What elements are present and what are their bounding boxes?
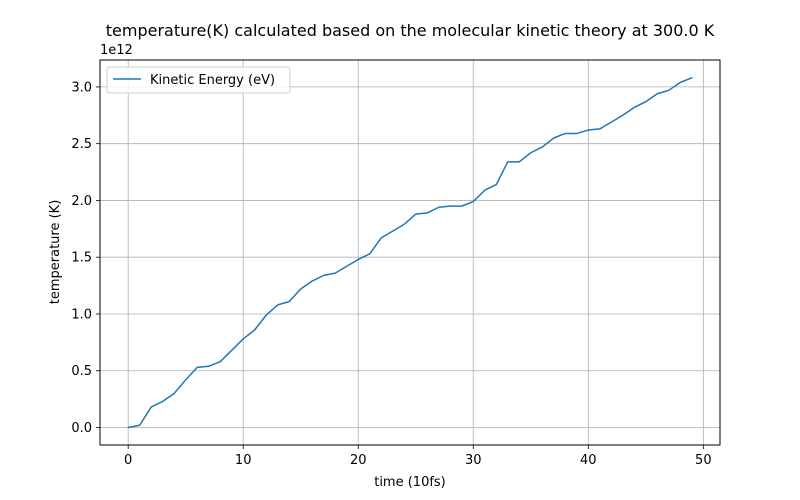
x-tick-label: 50 <box>695 453 712 468</box>
y-tick-label: 2.5 <box>71 137 92 152</box>
x-tick-label: 0 <box>124 453 132 468</box>
chart-title: temperature(K) calculated based on the m… <box>106 21 715 40</box>
legend-box <box>106 66 291 94</box>
legend: Kinetic Energy (eV) <box>106 66 291 94</box>
series-line-0 <box>127 77 693 429</box>
y-tick-label: 0.0 <box>71 421 92 436</box>
grid <box>100 60 720 445</box>
y-tick-label: 1.0 <box>71 307 92 322</box>
x-tick-label: 40 <box>580 453 597 468</box>
y-tick-label: 3.0 <box>71 80 92 95</box>
y-tick-label: 2.0 <box>71 194 92 209</box>
x-tick-label: 20 <box>350 453 367 468</box>
plot-frame <box>99 59 721 446</box>
x-axis: 0 10 20 30 40 50 <box>124 445 712 468</box>
y-offset-label: 1e12 <box>100 43 133 58</box>
y-tick-label: 0.5 <box>71 364 92 379</box>
y-tick-label: 1.5 <box>71 251 92 266</box>
y-axis-label: temperature (K) <box>48 200 63 305</box>
legend-label: Kinetic Energy (eV) <box>150 73 275 88</box>
x-tick-label: 30 <box>465 453 482 468</box>
series-layer <box>127 77 693 429</box>
y-axis: 0.0 0.5 1.0 1.5 2.0 2.5 3.0 <box>71 80 100 436</box>
x-axis-label: time (10fs) <box>374 475 446 490</box>
x-tick-label: 10 <box>235 453 252 468</box>
